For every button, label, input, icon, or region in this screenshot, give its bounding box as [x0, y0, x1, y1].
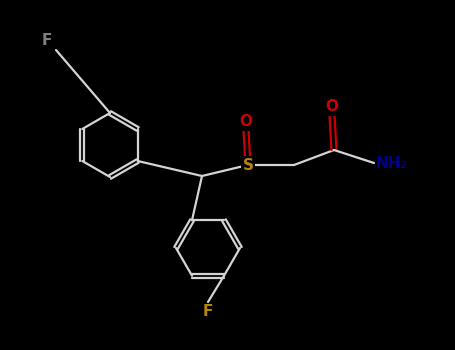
Text: F: F — [203, 304, 213, 319]
Text: F: F — [41, 33, 52, 48]
Text: S: S — [243, 158, 253, 173]
Text: NH₂: NH₂ — [376, 155, 408, 170]
Text: O: O — [325, 99, 339, 114]
Text: O: O — [239, 114, 253, 129]
